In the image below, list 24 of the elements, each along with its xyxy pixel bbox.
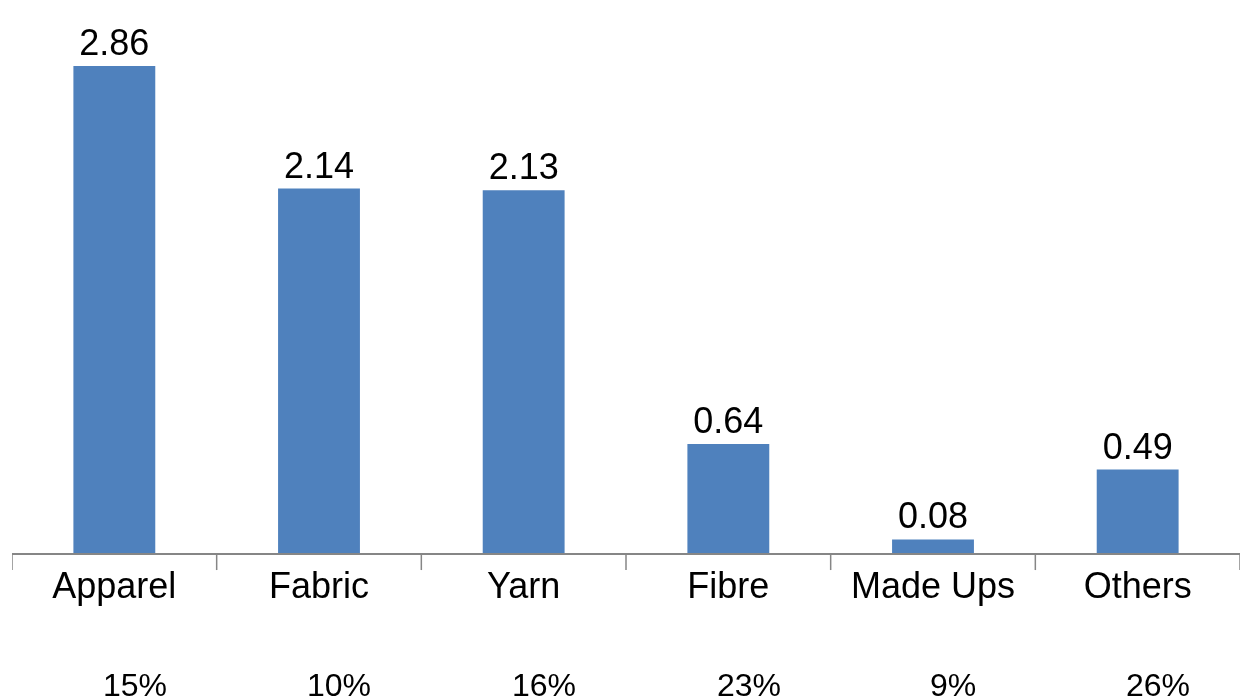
x-tick-label: Fabric [268, 564, 370, 606]
bar [892, 539, 974, 553]
text: 15% [103, 667, 168, 697]
data-label: 0.49 [1102, 425, 1173, 467]
text: 16% [512, 667, 577, 697]
bar [482, 190, 565, 553]
text: 10% [307, 667, 372, 697]
data-label: 2.14 [283, 144, 355, 186]
text: 9% [930, 667, 977, 697]
data-label: 0.64 [693, 400, 764, 442]
x-tick-label: Apparel [52, 564, 177, 606]
bar [278, 188, 360, 553]
data-label: 2.13 [488, 146, 559, 188]
x-tick-label: Made Ups [850, 564, 1016, 606]
text: 23% [717, 667, 782, 697]
data-label: 0.08 [897, 495, 969, 537]
x-tick-label: Fibre [687, 564, 770, 606]
bar [1096, 469, 1179, 553]
text: 26% [1126, 667, 1191, 697]
bar [687, 444, 770, 553]
x-tick-label: Yarn [486, 564, 561, 606]
x-tick-label: Others [1083, 564, 1192, 606]
bar [73, 66, 156, 553]
data-label: 2.86 [79, 22, 150, 63]
